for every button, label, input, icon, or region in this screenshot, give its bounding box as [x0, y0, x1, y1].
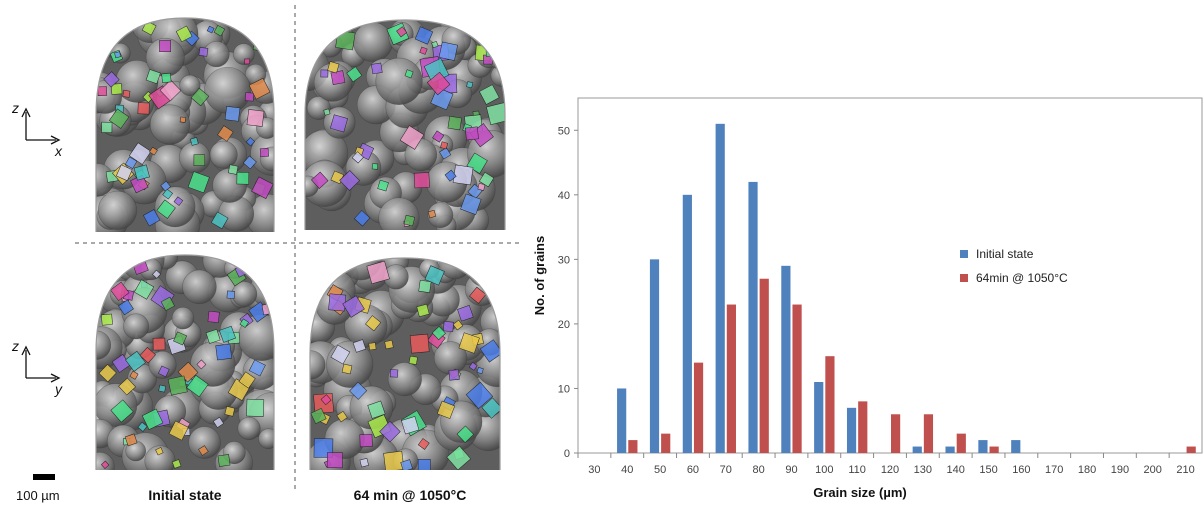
y-tick-label: 50 [558, 125, 570, 137]
label-initial-state: Initial state [148, 487, 221, 503]
y-tick-label: 40 [558, 190, 570, 202]
bar-initial-60 [682, 194, 692, 453]
x-tick-label: 60 [687, 464, 699, 476]
bar-initial-40 [617, 388, 627, 453]
chart-bars [617, 123, 1196, 454]
bar-annealed-70 [726, 304, 736, 453]
x-tick-label: 180 [1078, 464, 1096, 476]
bar-initial-150 [978, 440, 988, 453]
x-tick-label: 40 [621, 464, 633, 476]
x-tick-label: 30 [588, 464, 600, 476]
x-tick-label: 70 [720, 464, 732, 476]
bar-initial-90 [781, 265, 791, 453]
bar-initial-80 [748, 181, 758, 453]
bar-initial-110 [846, 407, 857, 453]
x-tick-label: 200 [1144, 464, 1162, 476]
grain-size-chart: 0 10 20 30 40 50 30 40 50 60 70 80 90 100 110 120 130 140… [530, 0, 1204, 509]
x-tick-label: 160 [1012, 464, 1030, 476]
axis-x-top: x [54, 143, 63, 159]
scale-bar [33, 474, 55, 480]
x-tick-label: 120 [881, 464, 899, 476]
y-tick-label: 30 [558, 254, 570, 266]
y-axis-title: No. of grains [532, 236, 547, 315]
axis-z-top: z [11, 100, 19, 116]
chart-axes [577, 97, 1203, 454]
bar-annealed-210 [1186, 446, 1196, 453]
grain-render-1 [304, 19, 506, 230]
legend-swatch-0 [960, 250, 968, 258]
x-tick-label: 190 [1111, 464, 1129, 476]
bar-initial-140 [945, 446, 955, 453]
grain-render-0 [95, 17, 275, 232]
grain-renderings-panel: z x z y 100 µm Initial state 64 min @ 10… [0, 0, 530, 509]
label-64min: 64 min @ 1050°C [354, 487, 467, 503]
bar-annealed-60 [693, 362, 704, 453]
bar-initial-160 [1011, 440, 1021, 453]
legend-label-0: Initial state [976, 247, 1034, 261]
legend: Initial state 64min @ 1050°C [960, 247, 1068, 285]
axis-y-bottom: y [54, 381, 63, 397]
x-tick-label: 80 [753, 464, 765, 476]
bar-annealed-80 [759, 278, 769, 453]
bar-chart-svg: 0 10 20 30 40 50 30 40 50 60 70 80 90 100 110 120 130 140… [532, 97, 1203, 500]
bar-annealed-150 [989, 446, 999, 453]
bar-annealed-50 [661, 433, 671, 453]
grain-render-2 [95, 254, 275, 470]
x-tick-label: 50 [654, 464, 666, 476]
x-tick-label: 130 [914, 464, 932, 476]
bar-annealed-110 [858, 401, 868, 453]
x-tick-label: 140 [947, 464, 965, 476]
bar-annealed-100 [825, 356, 835, 453]
bar-annealed-130 [923, 414, 934, 453]
y-tick-label: 20 [558, 319, 570, 331]
bar-initial-50 [649, 259, 660, 453]
bar-initial-130 [912, 446, 922, 453]
axis-z-bottom: z [11, 338, 19, 354]
y-tick-label: 10 [558, 383, 570, 395]
bar-initial-100 [814, 382, 824, 453]
grain-renderings: z x z y 100 µm Initial state 64 min @ 10… [11, 5, 520, 503]
bar-annealed-90 [792, 304, 802, 453]
bar-annealed-40 [628, 440, 638, 453]
x-axis-title: Grain size (µm) [813, 485, 906, 500]
x-tick-label: 170 [1045, 464, 1063, 476]
y-tick-label: 0 [564, 448, 570, 460]
legend-swatch-1 [960, 274, 968, 282]
scale-bar-label: 100 µm [16, 488, 60, 503]
axes-indicator-bottom: z y [11, 338, 63, 397]
x-tick-label: 100 [815, 464, 833, 476]
x-tick-label: 210 [1176, 464, 1194, 476]
x-tick-label: 90 [785, 464, 797, 476]
bar-annealed-120 [891, 414, 901, 453]
x-tick-label: 110 [848, 464, 866, 476]
bar-initial-70 [715, 123, 725, 454]
grain-render-3 [309, 257, 501, 470]
chart-ticks: 0 10 20 30 40 50 30 40 50 60 70 80 90 100 110 120 130 140… [558, 125, 1195, 476]
bar-annealed-140 [956, 433, 966, 453]
axes-indicator-top: z x [11, 100, 63, 159]
x-tick-label: 150 [979, 464, 997, 476]
legend-label-1: 64min @ 1050°C [976, 271, 1068, 285]
plot-frame [577, 97, 1203, 454]
